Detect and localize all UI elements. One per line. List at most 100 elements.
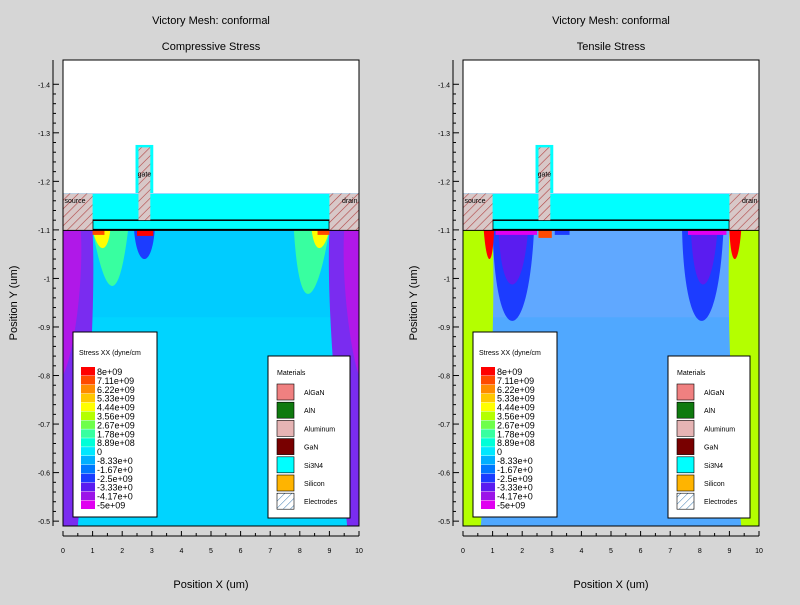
material-label: AlN (704, 408, 715, 415)
stress-surface-right (687, 229, 727, 235)
gate-label: gate (138, 172, 152, 179)
chart-subtitle: Compressive Stress (162, 41, 261, 53)
y-tick-label: -0.7 (438, 422, 450, 429)
colorbar-level-label: 5.33e+09 (497, 394, 535, 404)
x-tick-label: 1 (91, 548, 95, 555)
colorbar-swatch (481, 411, 495, 420)
colorbar-swatch (81, 384, 95, 394)
material-label: Aluminum (304, 426, 335, 433)
x-tick-label: 4 (579, 548, 583, 555)
colorbar-swatch (481, 456, 495, 465)
x-axis-label: Position X (um) (173, 579, 248, 591)
y-tick-label: -1.1 (438, 228, 450, 235)
material-swatch (676, 383, 695, 401)
x-tick-label: 6 (639, 548, 643, 555)
panel-compressive: Victory Mesh: conformal Compressive Stres… (8, 15, 363, 591)
y-tick-label: -1.2 (38, 179, 50, 186)
colorbar-level-label: 1.78e+09 (97, 429, 135, 439)
chart-title: Victory Mesh: conformal (552, 15, 670, 27)
stress-gate-hotspot (538, 229, 552, 238)
x-tick-label: 10 (755, 548, 763, 555)
colorbar-level-label: -5e+09 (497, 501, 525, 511)
stress-surface-mid (554, 229, 570, 235)
colorbar-level-label: 4.44e+09 (97, 403, 135, 413)
barrier-layer (491, 219, 731, 231)
materials-title: Materials (677, 370, 706, 377)
material-swatch (276, 383, 295, 401)
colorbar-level-label: 8e+09 (497, 367, 522, 377)
chart-title: Victory Mesh: conformal (152, 15, 270, 27)
material-swatch (276, 420, 295, 437)
colorbar-level-label: -4.17e+0 (97, 492, 133, 502)
stress-hotspot-right (317, 229, 330, 235)
colorbar-swatch (81, 393, 95, 403)
colorbar-swatch (481, 500, 495, 509)
y-tick-label: -0.6 (38, 471, 50, 478)
material-label: AlN (304, 408, 315, 415)
x-tick-label: 7 (268, 548, 272, 555)
material-label: Si3N4 (704, 463, 723, 470)
stress-surface-left (495, 229, 537, 235)
y-tick-label: -1.3 (438, 131, 450, 138)
source-label: source (64, 198, 85, 205)
colorbar-title: Stress XX (dyne/cm (79, 350, 141, 357)
colorbar-swatch (481, 447, 495, 456)
source-electrode (63, 193, 93, 230)
colorbar-swatch (81, 375, 95, 385)
barrier-layer (91, 219, 331, 231)
material-swatch (676, 401, 695, 419)
colorbar-title: Stress XX (dyne/cm (479, 350, 541, 357)
y-tick-label: -0.9 (438, 325, 450, 332)
y-tick-label: -0.5 (38, 519, 50, 526)
y-tick-label: -1 (444, 276, 450, 283)
stress-gate-region (134, 229, 155, 260)
x-tick-label: 7 (668, 548, 672, 555)
colorbar-swatch (481, 491, 495, 501)
x-tick-label: 0 (461, 548, 465, 555)
colorbar-swatch (81, 402, 95, 412)
material-swatch (276, 401, 295, 419)
x-tick-label: 1 (491, 548, 495, 555)
colorbar-swatch (81, 464, 95, 474)
stress-region-left-core (63, 229, 82, 376)
colorbar-level-label: 8e+09 (97, 367, 122, 377)
y-axis-label: Position Y (um) (408, 266, 420, 341)
colorbar-level-label: 2.67e+09 (97, 420, 135, 430)
x-tick-label: 0 (61, 548, 65, 555)
colorbar-level-label: -1.67e+0 (97, 465, 133, 475)
colorbar-swatch (81, 500, 95, 509)
material-swatch (276, 474, 295, 492)
material-swatch (676, 474, 695, 492)
colorbar-level-label: 3.56e+09 (97, 412, 135, 422)
x-tick-label: 3 (550, 548, 554, 555)
y-tick-label: -0.9 (38, 325, 50, 332)
colorbar-level-label: 5.33e+09 (97, 394, 135, 404)
colorbar-level-label: -4.17e+0 (497, 492, 533, 502)
x-tick-label: 9 (727, 548, 731, 555)
x-tick-label: 3 (150, 548, 154, 555)
plot-frame (62, 59, 360, 527)
y-tick-label: -1.3 (38, 131, 50, 138)
y-tick-label: -0.8 (438, 374, 450, 381)
colorbar-level-label: -8.33e+0 (97, 456, 133, 466)
colorbar-swatch (81, 429, 95, 438)
x-tick-label: 5 (609, 548, 613, 555)
y-tick-label: -1 (44, 276, 50, 283)
material-swatch (676, 492, 695, 510)
colorbar-swatch (81, 473, 95, 483)
y-axis-label: Position Y (um) (8, 266, 20, 341)
colorbar-level-label: -1.67e+0 (497, 465, 533, 475)
colorbar-level-label: 3.56e+09 (497, 412, 535, 422)
drain-electrode (729, 193, 759, 230)
colorbar-level-label: -5e+09 (97, 501, 125, 511)
material-label: AlGaN (704, 390, 725, 397)
colorbar-level-label: 8.89e+08 (97, 438, 135, 448)
colorbar-swatch (81, 456, 95, 465)
gate-electrode (538, 147, 551, 221)
source-electrode (463, 193, 493, 230)
colorbar-swatch (481, 429, 495, 438)
materials-title: Materials (277, 370, 306, 377)
material-label: Aluminum (704, 426, 735, 433)
colorbar-level-label: -8.33e+0 (497, 456, 533, 466)
chart-subtitle: Tensile Stress (577, 41, 646, 53)
